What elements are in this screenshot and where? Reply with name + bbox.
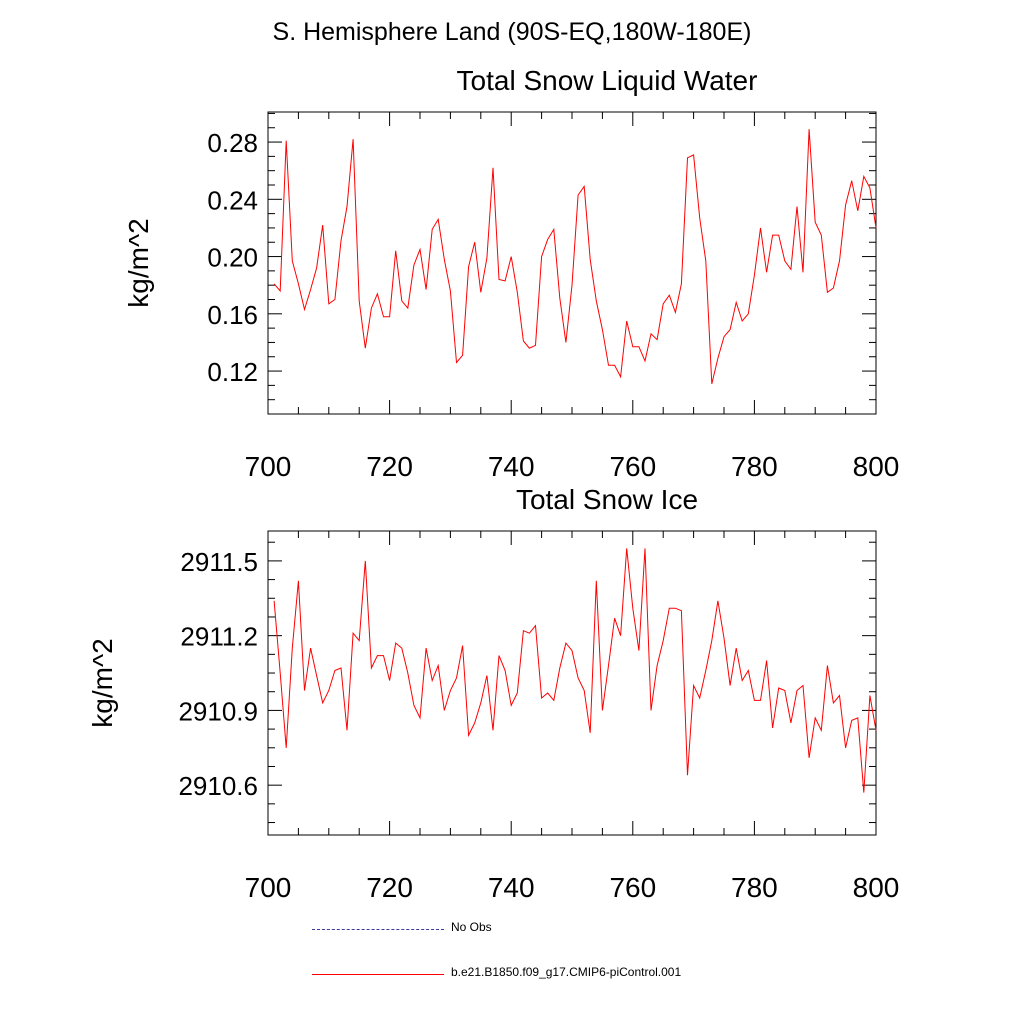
x-tick-label: 740 xyxy=(488,872,535,903)
y-tick-label: 2911.5 xyxy=(180,547,258,577)
y-tick-label: 2911.2 xyxy=(180,622,258,652)
x-tick-label: 720 xyxy=(366,451,413,482)
chart-panel-1: Total Snow Liquid Water kg/m^2 700 720 740 76… xyxy=(123,65,899,482)
legend-line-solid xyxy=(312,974,444,975)
plot-frame xyxy=(267,111,877,415)
chart-title: Total Snow Liquid Water xyxy=(457,65,758,96)
y-tick-label: 0.16 xyxy=(207,300,258,330)
y-tick-label: 0.28 xyxy=(207,128,258,158)
y-tick-label: 2910.6 xyxy=(178,771,258,801)
chart-panel-2: Total Snow Ice kg/m^2 700 720 740 760 780 800 29… xyxy=(87,484,899,903)
x-tick-label: 760 xyxy=(609,872,656,903)
x-tick-label: 780 xyxy=(731,872,778,903)
x-tick-label: 780 xyxy=(731,451,778,482)
y-tick-label: 0.12 xyxy=(207,357,258,387)
x-tick-label: 760 xyxy=(609,451,656,482)
plot-frame xyxy=(267,530,877,836)
legend-label-model: b.e21.B1850.f09_g17.CMIP6-piControl.001 xyxy=(451,965,682,979)
figure-title: S. Hemisphere Land (90S-EQ,180W-180E) xyxy=(272,18,752,46)
x-tick-label: 800 xyxy=(853,451,900,482)
y-axis-label: kg/m^2 xyxy=(123,218,154,307)
x-tick-label: 700 xyxy=(245,872,292,903)
series-line-1 xyxy=(273,129,877,385)
x-tick-label: 800 xyxy=(853,872,900,903)
y-axis-label: kg/m^2 xyxy=(87,638,118,727)
y-tick-label: 0.24 xyxy=(207,185,258,215)
x-tick-label: 700 xyxy=(245,451,292,482)
y-tick-label: 0.20 xyxy=(207,243,258,273)
x-tick-label: 740 xyxy=(488,451,535,482)
legend-label-no-obs: No Obs xyxy=(451,920,492,934)
chart-title: Total Snow Ice xyxy=(516,484,698,515)
y-tick-label: 2910.9 xyxy=(178,696,258,726)
x-tick-label: 720 xyxy=(366,872,413,903)
series-line-1 xyxy=(273,548,877,793)
legend-line-dashed xyxy=(312,929,444,930)
